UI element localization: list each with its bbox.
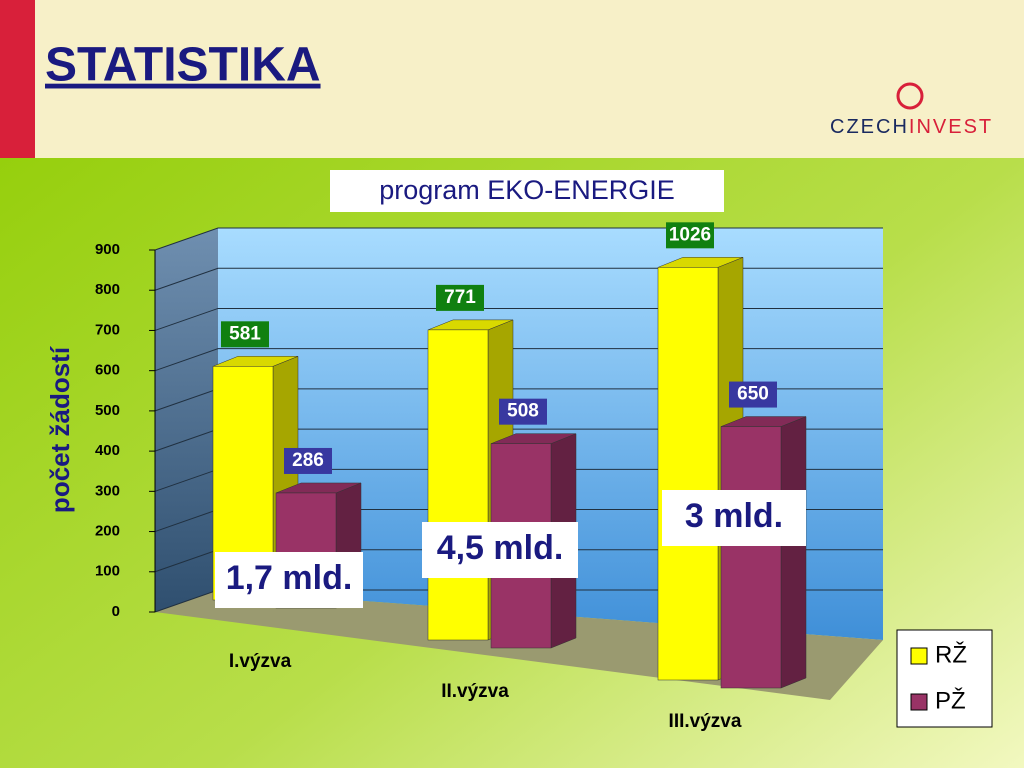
y-tick-label: 500 — [95, 402, 120, 419]
plot: 0 100 200 300 400 500 600 700 800 900 581 286 I.výzv… — [95, 222, 993, 732]
value-label-box — [221, 321, 269, 348]
side-wall — [155, 228, 218, 612]
logo-left: CZECH — [830, 116, 909, 138]
logo-mark — [896, 82, 924, 110]
y-tick-label: 400 — [95, 442, 120, 459]
y-tick-label: 800 — [95, 281, 120, 298]
grid-line — [154, 227, 883, 251]
y-axis-label: počet žádostí — [45, 346, 75, 513]
annotation: 1,7 mld. — [226, 559, 353, 597]
y-tick-label: 0 — [112, 603, 120, 620]
value-label: 771 — [444, 287, 476, 308]
chart-title-box — [330, 170, 724, 212]
header-stripe — [0, 0, 35, 158]
value-label-box — [666, 222, 714, 249]
value-label-box — [499, 398, 547, 425]
annotation-box — [662, 490, 806, 546]
y-tick-label: 600 — [95, 362, 120, 379]
x-tick-label: I.výzva — [229, 651, 292, 672]
logo-text: CZECHINVEST — [830, 116, 993, 138]
chart-title: program EKO-ENERGIE — [379, 175, 675, 205]
value-label: 581 — [229, 323, 261, 344]
legend-swatch — [910, 647, 928, 665]
logo-right: INVEST — [909, 116, 993, 138]
value-label: 508 — [507, 401, 539, 422]
x-tick-label: III.výzva — [669, 711, 742, 732]
value-label-box — [284, 447, 332, 474]
value-label-box — [436, 284, 484, 311]
bar — [657, 267, 719, 681]
y-tick-label: 300 — [95, 482, 120, 499]
value-label-box — [729, 381, 777, 408]
y-tick-label: 700 — [95, 321, 120, 338]
legend-label: RŽ — [935, 641, 967, 668]
y-tick-label: 200 — [95, 523, 120, 540]
annotation-box — [215, 552, 363, 608]
logo: CZECHINVEST — [830, 82, 993, 138]
bar — [720, 426, 782, 689]
header — [0, 0, 1024, 158]
bar-side — [780, 416, 807, 689]
annotation-box — [422, 522, 578, 578]
x-tick-label: II.výzva — [441, 681, 509, 702]
value-label: 650 — [737, 384, 769, 405]
y-tick-label: 900 — [95, 241, 120, 258]
annotation: 3 mld. — [685, 497, 783, 535]
legend-box — [896, 629, 993, 728]
legend-label: PŽ — [935, 687, 966, 714]
legend-swatch — [910, 693, 928, 711]
slide-title: STATISTIKA — [45, 39, 321, 92]
value-label: 1026 — [669, 224, 711, 245]
value-label: 286 — [292, 450, 324, 471]
bar — [427, 329, 489, 641]
y-tick-label: 100 — [95, 563, 120, 580]
annotation: 4,5 mld. — [437, 529, 564, 567]
